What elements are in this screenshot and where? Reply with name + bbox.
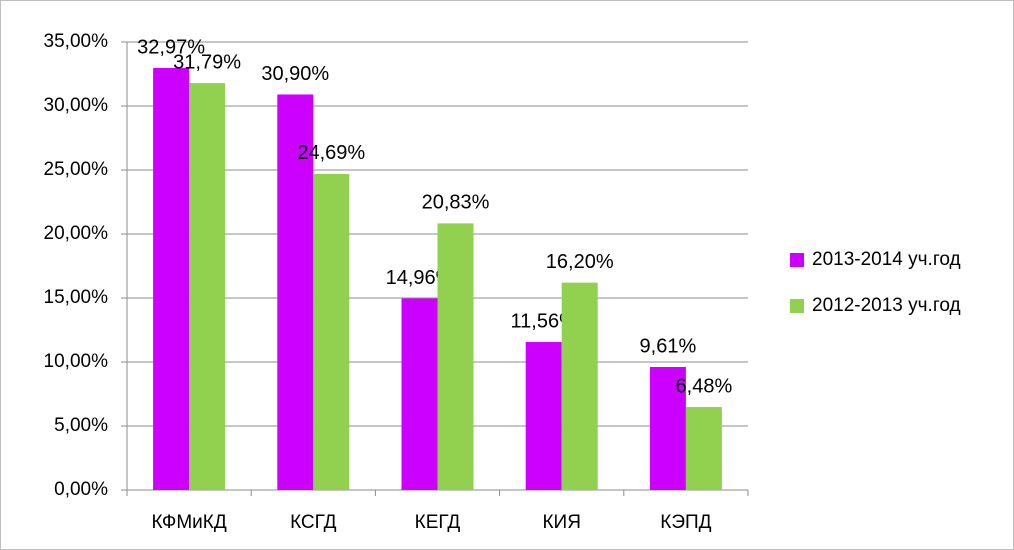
legend-label: 2012-2013 уч.год xyxy=(812,295,961,316)
bar xyxy=(277,94,314,490)
data-label: 32,97% xyxy=(137,36,205,58)
y-tick-label: 5,00% xyxy=(54,415,108,436)
y-tick-label: 30,00% xyxy=(44,95,109,116)
legend-swatch xyxy=(790,299,804,313)
data-label: 30,90% xyxy=(261,63,329,85)
data-label: 6,48% xyxy=(676,375,733,397)
y-tick-label: 25,00% xyxy=(44,159,109,180)
bar xyxy=(525,342,562,490)
bar xyxy=(649,366,686,490)
y-tick-label: 20,00% xyxy=(44,223,109,244)
data-label: 24,69% xyxy=(297,142,365,164)
legend-swatch xyxy=(790,253,804,267)
data-label: 14,96% xyxy=(386,267,454,289)
data-label: 16,20% xyxy=(546,251,614,273)
x-tick-label: КЕГД xyxy=(415,512,461,533)
bar xyxy=(561,282,598,490)
bar xyxy=(437,223,474,490)
y-tick-label: 10,00% xyxy=(44,351,109,372)
bar xyxy=(401,298,438,490)
y-tick-label: 35,00% xyxy=(44,31,109,52)
y-tick-label: 15,00% xyxy=(44,287,109,308)
bar xyxy=(685,407,722,490)
bar xyxy=(313,173,350,490)
bar xyxy=(189,83,226,490)
bar xyxy=(153,67,190,490)
x-tick-label: КЭПД xyxy=(660,512,711,533)
x-tick-label: КФМиКД xyxy=(151,512,226,533)
y-tick-label: 0,00% xyxy=(54,479,108,500)
data-label: 20,83% xyxy=(422,192,490,214)
legend-label: 2013-2014 уч.год xyxy=(812,249,961,270)
data-label: 9,61% xyxy=(640,335,697,357)
x-tick-label: КСГД xyxy=(290,512,337,533)
data-label: 11,56% xyxy=(511,310,578,332)
x-tick-label: КИЯ xyxy=(542,512,580,533)
data-label: 31,79% xyxy=(173,51,241,73)
